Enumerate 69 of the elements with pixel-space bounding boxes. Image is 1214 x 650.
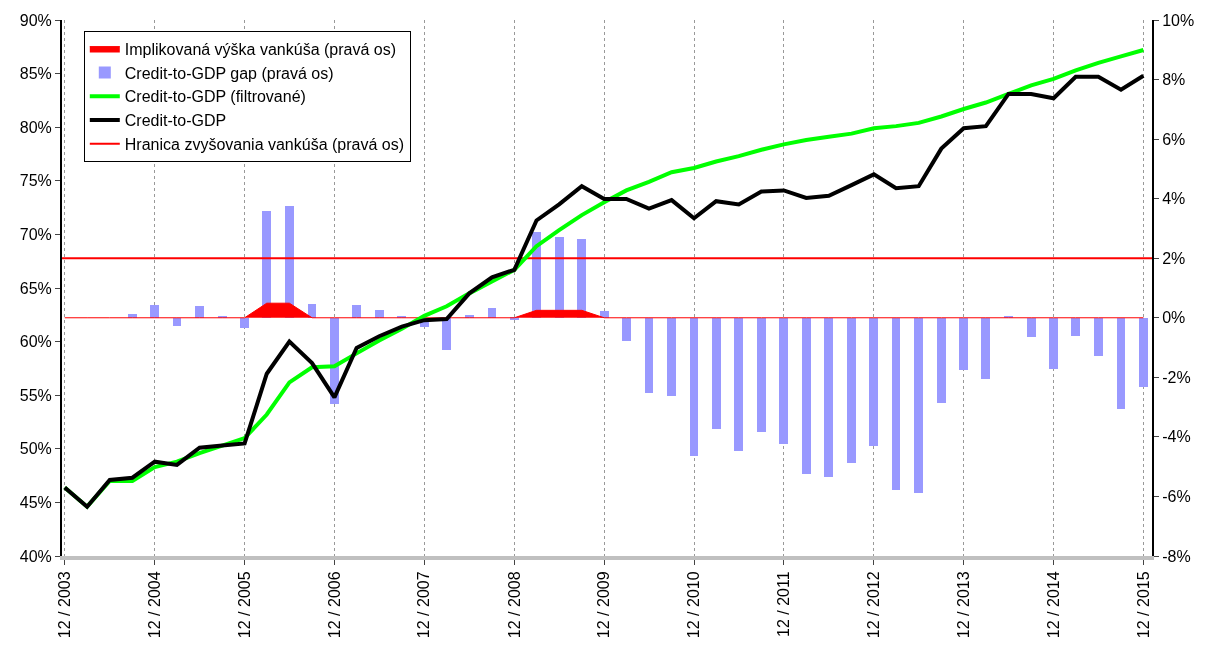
x-tick-label: 12 / 2015: [1134, 571, 1152, 639]
y-tick-label: 80%: [19, 118, 52, 136]
x-tick-label: 12 / 2006: [325, 571, 343, 639]
bar: [757, 318, 766, 432]
bar: [690, 318, 698, 456]
x-tick-label: 12 / 2010: [685, 571, 703, 639]
bar: [622, 318, 631, 341]
bar: [869, 318, 878, 446]
bar: [824, 318, 833, 477]
y-tick-label: 50%: [19, 440, 52, 458]
y2-tick-label: -8%: [1162, 547, 1191, 565]
bar: [779, 318, 788, 444]
bar: [488, 308, 496, 318]
bar: [1027, 318, 1036, 337]
y2-tick-label: 10%: [1162, 11, 1195, 29]
bar: [1139, 318, 1148, 387]
bar: [734, 318, 743, 451]
y2-tick-label: 4%: [1162, 190, 1186, 208]
y-tick-label: 55%: [19, 386, 52, 404]
bar: [173, 318, 181, 326]
legend-label: Credit-to-GDP gap (pravá os): [124, 64, 334, 82]
x-tick-label: 12 / 2007: [415, 571, 433, 639]
bar: [981, 318, 990, 379]
bar: [937, 318, 946, 403]
bar: [195, 306, 204, 318]
y-tick-label: 85%: [19, 65, 52, 83]
x-tick-label: 12 / 2003: [55, 571, 73, 639]
y2-tick-label: 6%: [1162, 130, 1186, 148]
y-tick-label: 90%: [19, 11, 52, 29]
legend-label: Credit-to-GDP: [124, 112, 227, 130]
y-tick-label: 70%: [19, 226, 52, 243]
y2-tick-label: -6%: [1162, 488, 1191, 506]
y2-tick-label: -4%: [1162, 428, 1191, 446]
y2-tick-label: 0%: [1162, 309, 1186, 327]
y2-tick-label: 2%: [1162, 249, 1186, 267]
legend-label: Hranica zvyšovania vankúša (pravá os): [124, 136, 405, 154]
y-tick-label: 45%: [19, 494, 52, 511]
x-tick-label: 12 / 2012: [865, 571, 883, 639]
y2-tick-label: 8%: [1162, 71, 1186, 89]
x-tick-label: 12 / 2008: [505, 571, 523, 639]
x-tick-label: 12 / 2011: [775, 571, 793, 637]
bar: [1094, 318, 1103, 356]
bar: [352, 305, 361, 318]
legend-label: Credit-to-GDP (filtrované): [124, 88, 306, 106]
bar: [442, 318, 451, 350]
bar: [892, 318, 900, 490]
x-tick-label: 12 / 2014: [1044, 571, 1062, 639]
y-tick-label: 60%: [19, 333, 52, 351]
x-tick-label: 12 / 2013: [954, 571, 972, 639]
bar: [645, 318, 653, 393]
y-tick-label: 65%: [19, 279, 52, 297]
bar: [847, 318, 856, 463]
x-tick-label: 12 / 2005: [235, 571, 253, 639]
y2-tick-label: -2%: [1162, 368, 1191, 386]
bar: [959, 318, 968, 370]
y-tick-label: 75%: [19, 172, 52, 190]
bar: [802, 318, 811, 474]
x-tick-label: 12 / 2009: [595, 571, 613, 639]
bar: [1071, 318, 1080, 336]
x-tick-label: 12 / 2004: [145, 571, 163, 639]
bar: [1049, 318, 1058, 369]
bar: [667, 318, 676, 396]
bar: [1117, 318, 1125, 409]
y-tick-label: 40%: [19, 547, 52, 565]
bar: [914, 318, 923, 493]
legend-label: Implikovaná výška vankúša (pravá os): [124, 40, 397, 58]
bar: [150, 305, 159, 318]
bar: [240, 318, 249, 328]
bar: [712, 318, 721, 429]
